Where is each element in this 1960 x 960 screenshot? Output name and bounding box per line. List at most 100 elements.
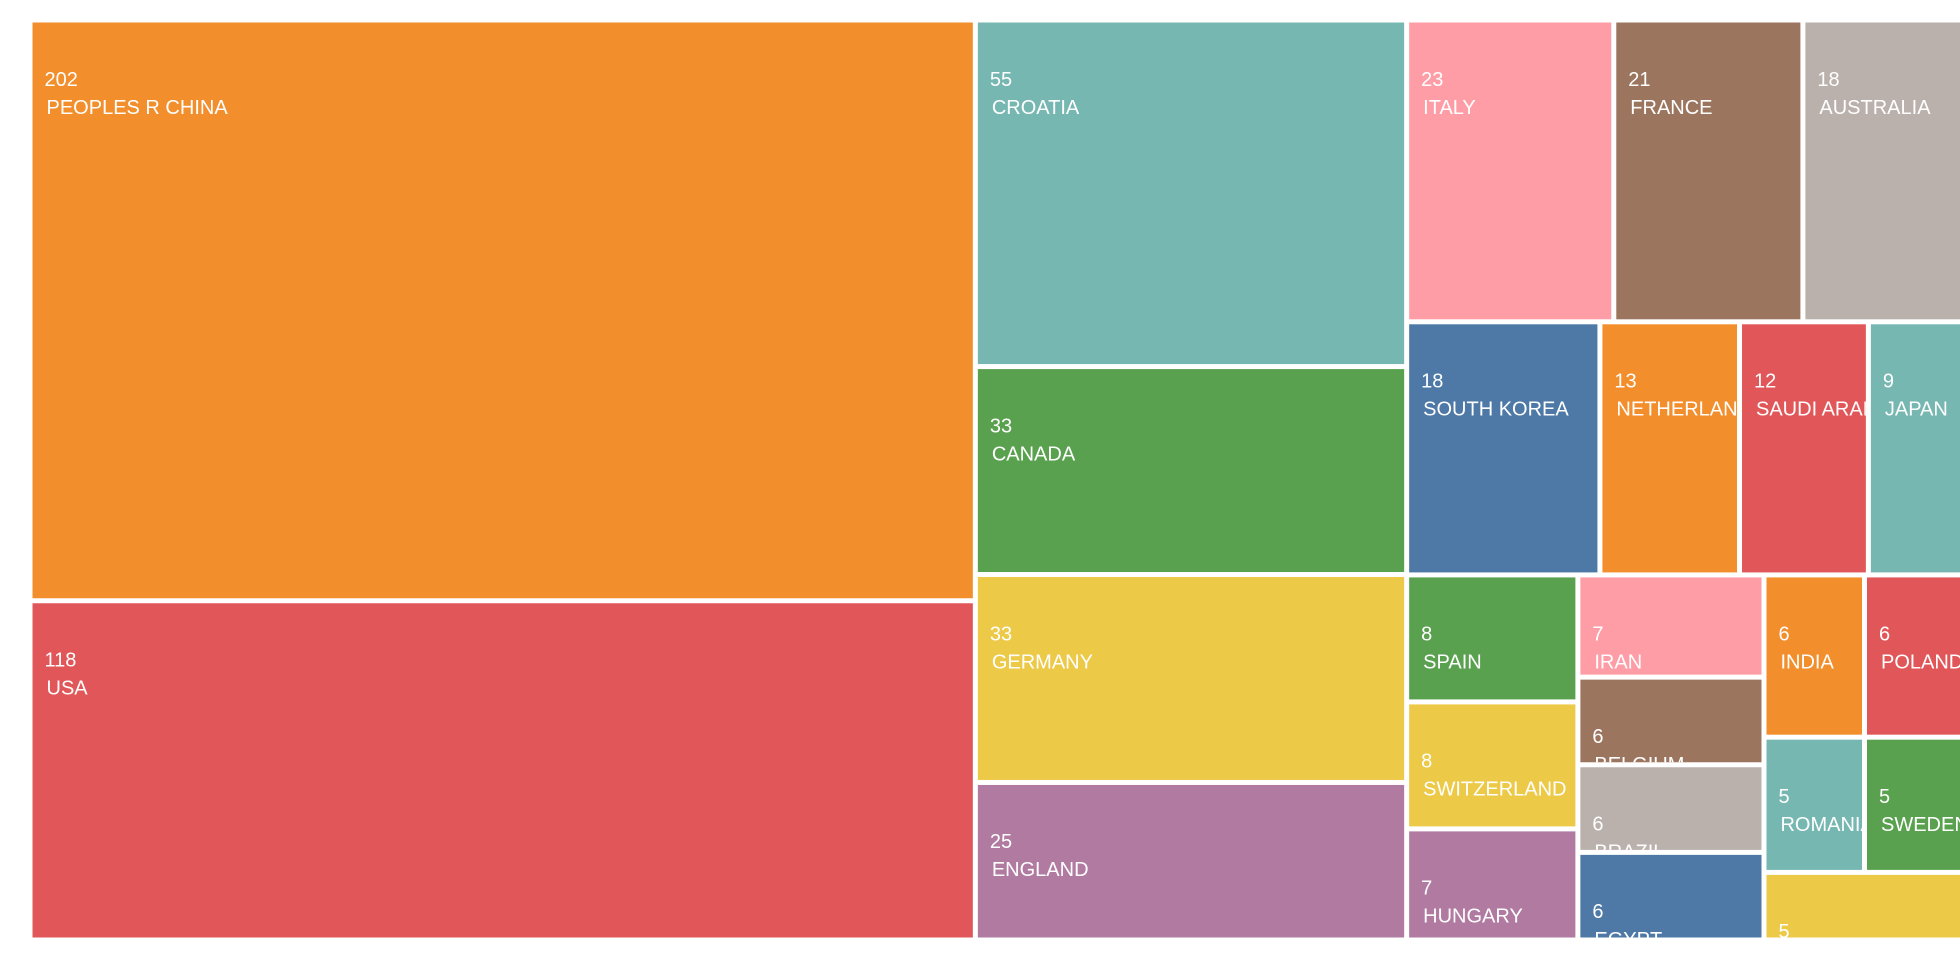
cell-labels: 5 SWEDEN xyxy=(1879,786,1960,836)
cell-label: PEOPLES R CHINA xyxy=(47,97,229,119)
cell-labels: 55 CROATIA xyxy=(990,69,1080,119)
cell-value: 33 xyxy=(990,623,1012,645)
cell-label: ENGLAND xyxy=(992,859,1089,881)
cell-value: 5 xyxy=(1778,921,1789,943)
treemap-cell xyxy=(1409,22,1612,320)
treemap-cell xyxy=(977,784,1405,938)
cell-labels: 21 FRANCE xyxy=(1628,69,1712,119)
cell-label: NETHERLANDS xyxy=(1616,399,1765,421)
cell-labels: 33 CANADA xyxy=(990,415,1076,465)
cell-label: IRAN xyxy=(1594,652,1642,674)
cell-value: 7 xyxy=(1592,624,1603,646)
treemap-cell xyxy=(1409,831,1576,938)
treemap-cell xyxy=(1602,324,1738,573)
cell-value: 6 xyxy=(1592,814,1603,836)
cell-label: SWITZERLAND xyxy=(1423,779,1566,801)
cell-label: EGYPT xyxy=(1594,929,1662,951)
cell-label: GERMANY xyxy=(992,651,1093,673)
cell-label: AUSTRALIA xyxy=(1819,97,1931,119)
cell-value: 18 xyxy=(1421,371,1443,393)
treemap-cell xyxy=(32,603,973,938)
cell-labels: 12 SAUDI ARABIA xyxy=(1754,371,1896,421)
cell-label: SWEDEN xyxy=(1881,814,1960,836)
cell-label: ITALY xyxy=(1423,97,1476,119)
treemap-cell xyxy=(1616,22,1801,320)
cell-value: 55 xyxy=(990,69,1012,91)
cell-labels: 6 EGYPT xyxy=(1592,901,1662,951)
treemap-cell xyxy=(1805,22,1960,320)
treemap-cell xyxy=(32,22,973,599)
cell-value: 5 xyxy=(1778,786,1789,808)
treemap-cell xyxy=(977,369,1405,573)
treemap-cell xyxy=(1580,679,1762,763)
cell-value: 18 xyxy=(1817,69,1839,91)
cell-value: 202 xyxy=(45,69,78,91)
cell-labels: 33 GERMANY xyxy=(990,623,1093,673)
cell-labels: 13 NETHERLANDS xyxy=(1614,371,1765,421)
treemap-cell xyxy=(1866,739,1960,870)
cell-value: 9 xyxy=(1883,371,1894,393)
cell-label: CROATIA xyxy=(992,97,1080,119)
treemap-cell xyxy=(1580,854,1762,938)
cell-labels: 9 JAPAN xyxy=(1883,371,1948,421)
treemap-cell xyxy=(1870,324,1960,573)
cell-labels: 7 HUNGARY xyxy=(1421,878,1523,928)
cell-labels: 18 AUSTRALIA xyxy=(1817,69,1931,119)
cell-label: SOUTH KOREA xyxy=(1423,399,1569,421)
treemap-cell xyxy=(1409,324,1598,573)
cell-label: CANADA xyxy=(992,443,1076,465)
treemap-cell xyxy=(1866,577,1960,735)
treemap-cell xyxy=(1766,577,1862,735)
cell-label: HUNGARY xyxy=(1423,906,1523,928)
cell-labels: 8 SPAIN xyxy=(1421,624,1482,674)
cell-value: 6 xyxy=(1879,624,1890,646)
treemap-cell xyxy=(1580,767,1762,850)
cell-value: 12 xyxy=(1754,371,1776,393)
cell-labels: 118 USA xyxy=(45,650,89,700)
cell-labels: 5 xyxy=(1778,921,1789,943)
cell-value: 23 xyxy=(1421,69,1443,91)
cell-labels: 5 ROMANIA xyxy=(1778,786,1874,836)
cell-value: 21 xyxy=(1628,69,1650,91)
cell-label: BRAZIL xyxy=(1594,842,1664,864)
cell-labels: 6 POLAND xyxy=(1879,624,1960,674)
cell-labels: 8 SWITZERLAND xyxy=(1421,751,1566,801)
cell-label: SAUDI ARABIA xyxy=(1756,399,1896,421)
cell-labels: 6 BELGIUM xyxy=(1592,726,1684,776)
cell-labels: 7 IRAN xyxy=(1592,624,1642,674)
cell-label: FRANCE xyxy=(1630,97,1712,119)
cell-value: 7 xyxy=(1421,878,1432,900)
cell-label: JAPAN xyxy=(1885,399,1948,421)
treemap-cell xyxy=(1742,324,1866,573)
cell-label: INDIA xyxy=(1780,652,1834,674)
cell-value: 33 xyxy=(990,415,1012,437)
cell-value: 6 xyxy=(1778,624,1789,646)
cell-labels: 6 BRAZIL xyxy=(1592,814,1664,864)
cell-value: 8 xyxy=(1421,624,1432,646)
cell-value: 8 xyxy=(1421,751,1432,773)
cell-label: USA xyxy=(47,678,89,700)
cell-label: BELGIUM xyxy=(1594,754,1684,776)
treemap-cell xyxy=(977,22,1405,365)
cell-value: 25 xyxy=(990,831,1012,853)
cell-value: 6 xyxy=(1592,726,1603,748)
treemap-cell xyxy=(977,577,1405,780)
cell-labels: 25 ENGLAND xyxy=(990,831,1089,881)
treemap-cell xyxy=(1766,739,1862,870)
cell-labels: 202 PEOPLES R CHINA xyxy=(45,69,229,119)
cell-value: 118 xyxy=(45,650,77,672)
cell-labels: 23 ITALY xyxy=(1421,69,1476,119)
cell-labels: 6 INDIA xyxy=(1778,624,1834,674)
cell-label: POLAND xyxy=(1881,652,1960,674)
treemap-cell xyxy=(1409,577,1576,700)
cell-labels: 18 SOUTH KOREA xyxy=(1421,371,1569,421)
cell-value: 5 xyxy=(1879,786,1890,808)
cell-value: 13 xyxy=(1614,371,1636,393)
treemap-cell xyxy=(1766,874,1960,938)
cell-value: 6 xyxy=(1592,901,1603,923)
cell-label: ROMANIA xyxy=(1780,814,1874,836)
cell-label: SPAIN xyxy=(1423,652,1482,674)
treemap-cell xyxy=(1409,704,1576,827)
